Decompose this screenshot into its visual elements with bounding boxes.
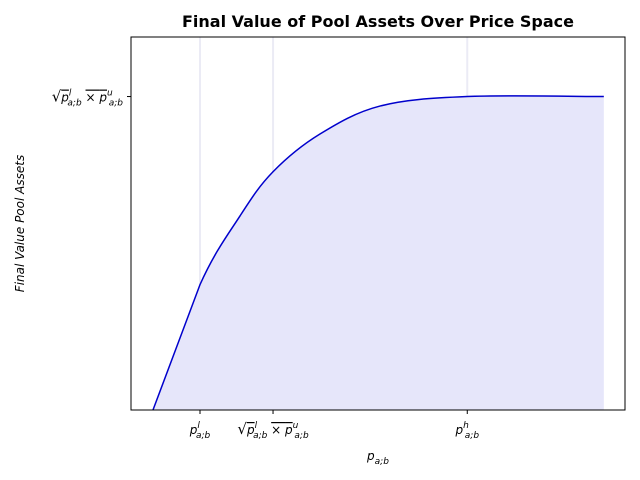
y-tick-label: √pl a;b × pu a;b: [52, 88, 124, 109]
x-tick-label: ph a;b: [454, 421, 479, 441]
plot-frame: [130, 36, 626, 411]
x-tick-label: √pl a;b × pu a;b: [237, 420, 309, 441]
line: [152, 95, 604, 411]
x-axis-label: pa;b: [366, 449, 389, 467]
x-tick-label: pl a;b: [189, 421, 211, 441]
y-axis-label: Final Value Pool Assets: [13, 155, 27, 292]
chart-title: Final Value of Pool Assets Over Price Sp…: [182, 12, 574, 31]
area-fill: [152, 95, 604, 410]
